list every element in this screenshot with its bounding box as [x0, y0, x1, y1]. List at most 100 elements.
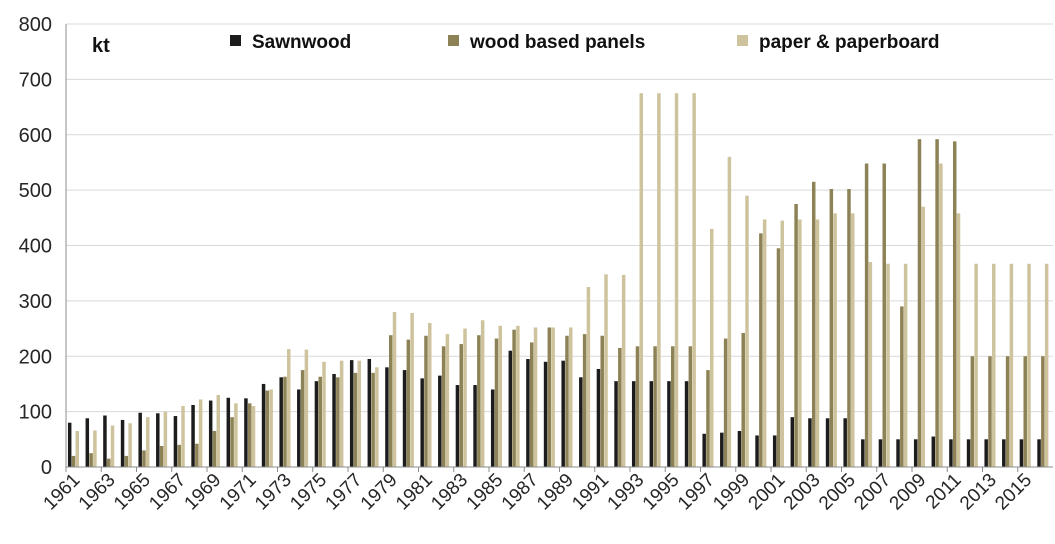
bar-paper-paperboard-2008: [903, 263, 908, 467]
bar-wood-based-panels-1986: [512, 329, 516, 467]
bar-sawnwood-1976: [332, 373, 336, 467]
legend-swatch: [230, 35, 241, 46]
bar-sawnwood-1968: [191, 404, 195, 467]
bar-sawnwood-2010: [931, 436, 936, 467]
bar-paper-paperboard-2016: [1044, 263, 1049, 467]
y-tick-label: 500: [19, 180, 52, 202]
bar-paper-paperboard-2001: [780, 220, 785, 467]
bar-wood-based-panels-2009: [917, 139, 922, 467]
bar-sawnwood-1993: [631, 381, 636, 467]
bar-wood-based-panels-1967: [177, 444, 181, 467]
bar-paper-paperboard-1996: [692, 93, 696, 467]
bar-wood-based-panels-1975: [318, 376, 322, 467]
bar-paper-paperboard-2004: [833, 213, 837, 467]
bar-wood-based-panels-1988: [547, 327, 552, 467]
bar-wood-based-panels-1990: [582, 334, 587, 467]
y-tick-label: 200: [19, 346, 52, 368]
bar-wood-based-panels-1965: [142, 450, 146, 467]
bar-sawnwood-1981: [420, 378, 424, 467]
x-tick-label: 2005: [815, 470, 860, 515]
bar-wood-based-panels-1987: [529, 342, 534, 467]
bar-paper-paperboard-1987: [533, 327, 538, 467]
bar-wood-based-panels-2015: [1023, 356, 1027, 467]
x-tick-label: 1999: [709, 470, 754, 515]
bar-paper-paperboard-1985: [498, 325, 503, 467]
bar-paper-paperboard-2006: [868, 262, 873, 467]
bar-sawnwood-1994: [649, 381, 654, 467]
bar-paper-paperboard-2002: [798, 219, 802, 467]
bar-sawnwood-1991: [596, 368, 601, 467]
bar-sawnwood-1964: [120, 419, 125, 467]
x-tick-label: 1987: [498, 470, 543, 515]
bar-paper-paperboard-1961: [75, 431, 80, 467]
bar-wood-based-panels-1991: [600, 335, 604, 467]
bar-sawnwood-2008: [896, 439, 900, 467]
bar-sawnwood-1978: [367, 359, 372, 467]
bar-sawnwood-1998: [720, 432, 724, 467]
bar-sawnwood-1965: [138, 412, 142, 467]
bar-wood-based-panels-1978: [371, 372, 375, 467]
bar-sawnwood-2009: [913, 439, 918, 467]
legend-label: paper & paperboard: [759, 32, 940, 53]
bar-paper-paperboard-1962: [93, 430, 97, 467]
bar-sawnwood-1984: [473, 385, 477, 467]
bar-paper-paperboard-1979: [392, 311, 397, 467]
unit-label: kt: [92, 35, 110, 57]
bar-wood-based-panels-2010: [935, 139, 939, 467]
bar-wood-based-panels-2013: [988, 356, 992, 467]
x-tick-label: 1981: [392, 470, 437, 515]
bar-paper-paperboard-2005: [851, 213, 855, 467]
bar-paper-paperboard-2014: [1009, 263, 1014, 467]
bar-paper-paperboard-1994: [657, 93, 661, 467]
bar-wood-based-panels-1970: [230, 417, 234, 467]
bar-paper-paperboard-1978: [375, 367, 379, 467]
bar-paper-paperboard-2012: [974, 263, 978, 467]
bar-wood-based-panels-1989: [565, 335, 569, 467]
bar-wood-based-panels-2002: [794, 203, 798, 467]
bar-paper-paperboard-1963: [110, 425, 115, 467]
bar-sawnwood-1990: [579, 377, 583, 467]
bar-wood-based-panels-1972: [265, 390, 270, 467]
bar-paper-paperboard-2007: [886, 263, 890, 467]
bar-sawnwood-2003: [808, 418, 812, 467]
bar-paper-paperboard-1977: [357, 360, 362, 467]
x-tick-label: 2007: [850, 470, 895, 515]
x-tick-label: 1977: [322, 470, 367, 515]
bar-sawnwood-2012: [966, 439, 971, 467]
x-tick-label: 2001: [745, 470, 790, 515]
bar-sawnwood-1971: [244, 398, 248, 467]
bar-sawnwood-2015: [1019, 439, 1024, 467]
bar-wood-based-panels-2008: [900, 306, 904, 467]
bar-sawnwood-1999: [737, 431, 742, 467]
x-tick-label: 1975: [286, 470, 331, 515]
bar-paper-paperboard-1998: [727, 156, 732, 467]
bar-wood-based-panels-2001: [776, 248, 781, 467]
bar-paper-paperboard-1990: [586, 287, 591, 467]
bar-paper-paperboard-1982: [445, 334, 450, 467]
bar-sawnwood-1989: [561, 360, 565, 467]
bar-wood-based-panels-1983: [459, 344, 463, 467]
bar-wood-based-panels-1968: [195, 443, 199, 467]
bar-wood-based-panels-1966: [159, 445, 164, 467]
bar-paper-paperboard-1972: [269, 389, 273, 467]
bar-sawnwood-1972: [261, 383, 266, 467]
bar-wood-based-panels-2012: [970, 356, 975, 467]
bar-paper-paperboard-1974: [304, 349, 309, 467]
bar-paper-paperboard-1964: [128, 423, 132, 467]
x-tick-label: 1991: [568, 470, 613, 515]
bar-wood-based-panels-1971: [247, 403, 252, 467]
bar-sawnwood-1987: [526, 359, 530, 467]
bar-sawnwood-1963: [103, 415, 107, 467]
bar-paper-paperboard-1980: [410, 313, 414, 467]
bar-wood-based-panels-1980: [406, 339, 411, 467]
x-tick-label: 2015: [991, 470, 1036, 515]
bar-paper-paperboard-1995: [674, 93, 679, 467]
y-tick-label: 600: [19, 125, 52, 147]
bar-paper-paperboard-1975: [322, 361, 326, 467]
x-tick-label: 1993: [604, 470, 649, 515]
bar-sawnwood-1966: [156, 413, 160, 467]
bar-sawnwood-2011: [949, 439, 953, 467]
x-tick-label: 1995: [639, 470, 684, 515]
bar-wood-based-panels-1962: [89, 453, 93, 467]
bar-paper-paperboard-1968: [198, 399, 203, 467]
